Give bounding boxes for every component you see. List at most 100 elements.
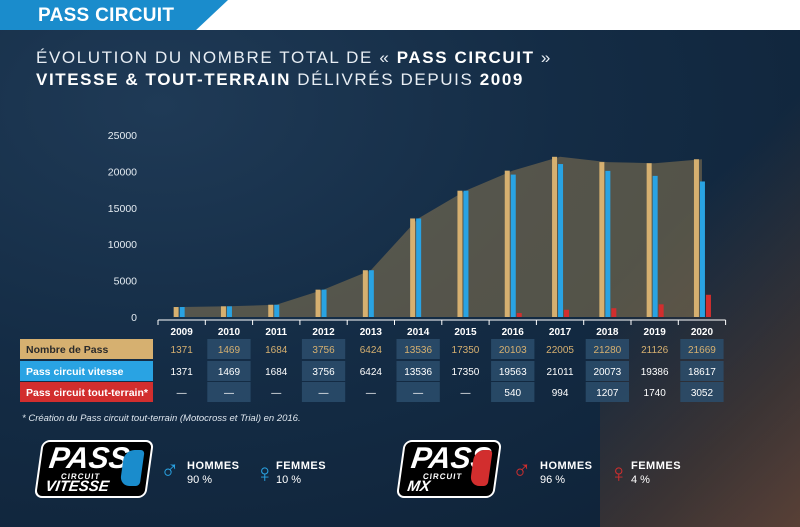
table-row-header — [20, 361, 153, 381]
x-tick-label: 2010 — [218, 327, 241, 338]
bar-vitesse — [463, 190, 469, 317]
table-cell: 13536 — [404, 345, 432, 356]
table-cell: 21011 — [547, 367, 575, 378]
y-tick-label: 25000 — [108, 130, 137, 142]
stat-hommes-mx: HOMMES 96 % — [540, 460, 593, 486]
table-cell-bg — [585, 339, 629, 359]
chart-title-line1: ÉVOLUTION DU NOMBRE TOTAL DE « PASS CIRC… — [36, 48, 552, 68]
female-icon: ♀ — [255, 458, 275, 488]
header-tab — [0, 0, 228, 30]
table-cell: 19563 — [499, 367, 527, 378]
bar-total — [315, 289, 321, 317]
table-cell-bg — [207, 382, 251, 402]
bar-tout-terrain — [658, 304, 664, 317]
table-cell: — — [271, 388, 281, 399]
table-cell-bg — [207, 339, 251, 359]
stat-femmes-mx: FEMMES 4 % — [631, 460, 681, 486]
bar-vitesse — [699, 181, 705, 317]
bar-vitesse — [416, 218, 422, 317]
stat-value: 96 % — [540, 474, 566, 486]
table-cell: 1684 — [265, 345, 288, 356]
table-cell: — — [366, 388, 376, 399]
bar-tout-terrain — [705, 294, 711, 317]
title-emphasis: VITESSE & TOUT-TERRAIN — [36, 70, 291, 89]
bar-vitesse — [510, 174, 516, 317]
bar-vitesse — [274, 304, 280, 317]
chart-title-line2: VITESSE & TOUT-TERRAIN DÉLIVRÉS DEPUIS 2… — [36, 70, 524, 90]
stat-value: 10 % — [276, 474, 302, 486]
table-row-header — [20, 339, 153, 359]
table-cell: — — [224, 388, 234, 399]
table-cell: 1740 — [644, 388, 667, 399]
bar-total — [646, 163, 652, 317]
bar-vitesse — [368, 270, 374, 317]
table-cell: 1684 — [265, 367, 288, 378]
y-tick-label: 5000 — [114, 276, 138, 288]
male-icon: ♂ — [512, 455, 532, 485]
table-cell: 17350 — [452, 367, 480, 378]
page-title: PASS CIRCUIT — [38, 5, 175, 26]
x-tick-label: 2016 — [502, 327, 525, 338]
pass-vitesse-logo: PASS CIRCUIT VITESSE — [33, 440, 155, 498]
table-cell: 19386 — [641, 367, 669, 378]
y-tick-label: 0 — [131, 312, 137, 324]
table-cell-bg — [396, 382, 440, 402]
bar-vitesse — [558, 164, 564, 317]
bar-tout-terrain — [564, 309, 570, 317]
table-cell-bg — [207, 361, 251, 381]
stat-label: FEMMES — [631, 460, 682, 472]
table-cell-bg — [491, 382, 535, 402]
x-tick-label: 2017 — [549, 327, 572, 338]
table-cell: 994 — [552, 388, 569, 399]
table-cell-bg — [491, 361, 535, 381]
table-cell: 6424 — [360, 367, 383, 378]
table-cell: — — [460, 388, 470, 399]
table-cell: 17350 — [452, 345, 480, 356]
table-cell: 18617 — [688, 367, 716, 378]
table-cell: 6424 — [360, 345, 383, 356]
table-cell: 1469 — [218, 345, 241, 356]
table-cell: 21669 — [688, 345, 716, 356]
y-tick-label: 10000 — [108, 239, 137, 251]
table-cell: 20103 — [499, 345, 527, 356]
bar-total — [362, 270, 368, 317]
table-cell: 3756 — [312, 345, 335, 356]
x-tick-label: 2019 — [644, 327, 667, 338]
table-cell: 1371 — [171, 345, 194, 356]
title-text: ÉVOLUTION DU NOMBRE TOTAL DE « — [36, 48, 397, 67]
table-cell: 13536 — [404, 367, 432, 378]
logo-subtitle: MX — [406, 478, 432, 495]
bar-total — [268, 304, 274, 317]
logo-text: PASS — [47, 442, 132, 475]
x-tick-label: 2011 — [265, 327, 287, 338]
bar-total — [220, 306, 226, 317]
table-row-label: Pass circuit vitesse — [26, 366, 124, 378]
total-area — [181, 156, 702, 317]
table-row-label: Nombre de Pass — [26, 344, 108, 356]
x-tick-label: 2020 — [691, 327, 714, 338]
table-cell: 1371 — [171, 367, 194, 378]
table-cell-bg — [680, 339, 724, 359]
stat-label: FEMMES — [276, 460, 327, 472]
x-tick-label: 2012 — [312, 327, 335, 338]
title-text: » — [534, 48, 552, 67]
table-cell: 3052 — [691, 388, 714, 399]
y-tick-label: 20000 — [108, 166, 137, 178]
y-tick-label: 15000 — [108, 203, 137, 215]
pass-mx-logo: PASS CIRCUIT MX — [395, 440, 503, 498]
x-tick-label: 2015 — [454, 327, 477, 338]
stat-label: HOMMES — [540, 460, 593, 472]
bar-total — [599, 162, 605, 317]
bar-vitesse — [321, 289, 327, 317]
table-cell-bg — [585, 361, 629, 381]
table-cell: 540 — [504, 388, 521, 399]
female-icon: ♀ — [609, 458, 629, 488]
stat-label: HOMMES — [187, 460, 240, 472]
bar-total — [457, 190, 463, 317]
table-cell: — — [413, 388, 423, 399]
table-cell-bg — [301, 361, 346, 381]
x-tick-label: 2018 — [596, 327, 619, 338]
stat-femmes-vitesse: FEMMES 10 % — [276, 460, 326, 486]
table-cell-bg — [301, 339, 346, 359]
bar-chart: 25000 20000 15000 10000 5000 0 2009 2010 2011 201… — [20, 130, 724, 402]
